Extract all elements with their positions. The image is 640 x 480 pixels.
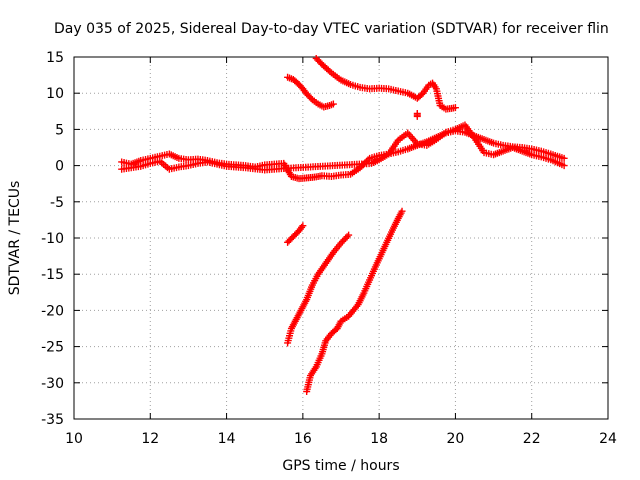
x-tick-label: 20: [447, 431, 465, 447]
series-descent-b: [284, 231, 353, 347]
series-descent-c: [303, 207, 406, 395]
y-axis-label: SDTVAR / TECUs: [7, 181, 23, 296]
y-tick-label: -5: [50, 195, 64, 211]
y-tick-label: 10: [46, 86, 64, 102]
data-point: [343, 233, 351, 241]
series-descent-a: [284, 222, 307, 246]
data-series: [118, 54, 568, 395]
grid-lines: [74, 57, 608, 419]
y-tick-label: -30: [41, 376, 64, 392]
data-point: [342, 234, 350, 242]
series-main-track: [118, 127, 568, 183]
data-point: [299, 222, 307, 230]
x-tick-label: 22: [523, 431, 541, 447]
data-point: [364, 156, 372, 164]
axis-ticks: [73, 56, 609, 420]
y-tick-label: -20: [41, 303, 64, 319]
x-tick-label: 18: [370, 431, 388, 447]
data-point: [337, 239, 345, 247]
data-point: [560, 154, 568, 162]
x-tick-label: 12: [141, 431, 159, 447]
data-point: [398, 207, 406, 215]
data-point: [329, 100, 337, 108]
x-tick-label: 16: [294, 431, 312, 447]
data-point: [356, 164, 364, 172]
series-spike-19: [413, 109, 421, 120]
y-tick-label: 0: [55, 159, 64, 175]
data-point: [413, 109, 421, 117]
data-point: [340, 236, 348, 244]
series-upper-arc: [312, 54, 459, 113]
y-tick-label: -10: [41, 231, 64, 247]
data-point: [451, 104, 459, 112]
y-tick-label: -15: [41, 267, 64, 283]
data-point: [339, 237, 347, 245]
chart-title: Day 035 of 2025, Sidereal Day-to-day VTE…: [54, 21, 609, 37]
series-secondary-track: [118, 121, 568, 174]
x-tick-label: 10: [65, 431, 83, 447]
axis-tick-labels: 10 12 14 16 18 20 22 24 15 10 5 0 -5 -10 -15 -20 -25 -30 -…: [41, 50, 617, 447]
y-tick-label: -35: [41, 412, 64, 428]
series-upper-hook: [284, 73, 337, 111]
x-axis-label: GPS time / hours: [282, 458, 399, 474]
data-point: [560, 162, 568, 170]
y-tick-label: 15: [46, 50, 64, 66]
y-tick-label: -25: [41, 340, 64, 356]
x-tick-label: 14: [218, 431, 236, 447]
data-point: [345, 231, 353, 239]
y-tick-label: 5: [55, 122, 64, 138]
x-tick-label: 24: [599, 431, 617, 447]
